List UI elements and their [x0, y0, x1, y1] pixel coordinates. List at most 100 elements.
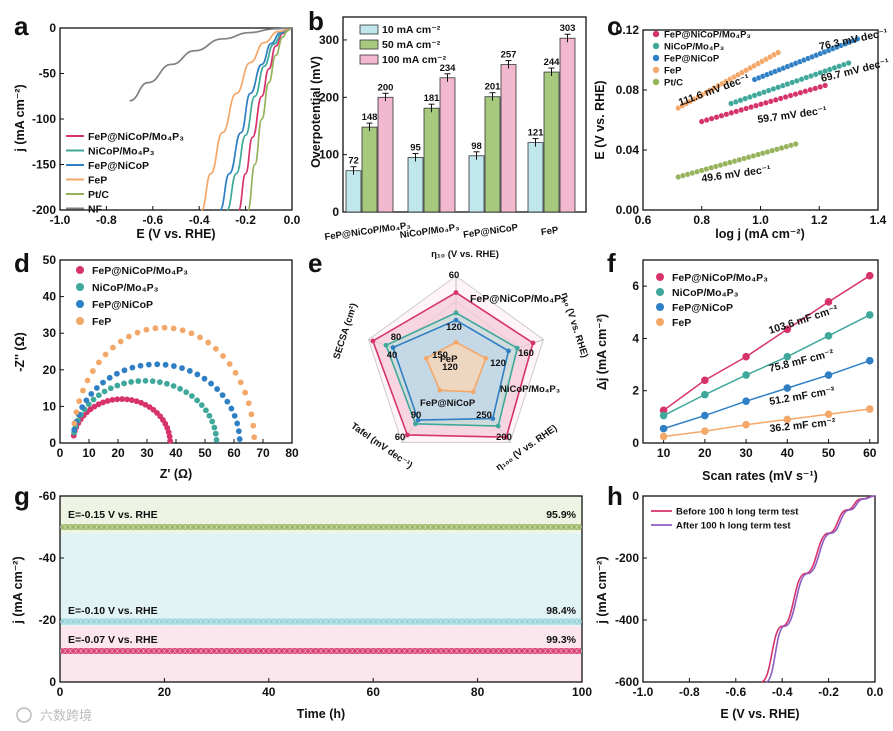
trace-marker — [467, 618, 473, 625]
plot-frame — [59, 495, 583, 683]
data-point — [126, 333, 132, 340]
trace-marker — [65, 524, 71, 530]
legend-label: NF — [88, 204, 103, 216]
trace-marker — [383, 524, 389, 530]
trace-marker — [174, 618, 181, 625]
data-point — [792, 91, 799, 98]
cdl-label: 36.2 mF cm⁻² — [769, 416, 837, 435]
data-point — [783, 325, 792, 334]
data-point — [812, 85, 819, 92]
fit-line — [663, 359, 871, 430]
data-point — [93, 385, 100, 391]
data-point — [251, 434, 258, 441]
trace-marker — [300, 648, 306, 654]
trace-marker — [367, 524, 374, 530]
data-point — [186, 368, 193, 374]
bar-value-label: 95 — [410, 143, 421, 154]
data-point — [165, 429, 172, 435]
x-tick-label: 50 — [198, 446, 212, 460]
data-point — [198, 402, 205, 409]
data-point — [188, 330, 195, 337]
radar-ring-label: 250 — [476, 410, 492, 421]
trace-marker — [180, 524, 186, 530]
fit-line — [663, 314, 871, 417]
data-point — [84, 377, 91, 384]
trace-marker — [180, 618, 186, 625]
trace-marker — [174, 524, 181, 530]
x-tick-label: -1.0 — [633, 685, 654, 699]
data-point — [782, 94, 789, 101]
trace-marker — [112, 524, 118, 530]
data-point — [102, 351, 109, 358]
panel-c: c 0.6 0.8 1.0 1.2 1.4 0.00 0.04 0.08 0.12 59.7 mV … — [593, 11, 891, 241]
y-axis-label: Δj (mA cm⁻²) — [595, 314, 609, 390]
bar-value-label: 98 — [471, 141, 482, 152]
y-tick-label: 20 — [43, 363, 57, 377]
trace-marker — [253, 524, 259, 530]
tafel-slope-label: 59.7 mV dec⁻¹ — [757, 104, 828, 126]
trace-marker — [331, 648, 337, 654]
data-point — [128, 379, 135, 385]
data-point — [95, 392, 102, 399]
trace-marker — [352, 648, 358, 654]
polarization-curve — [247, 27, 293, 211]
trace-marker — [190, 618, 196, 625]
trace-marker — [430, 648, 436, 654]
data-point — [206, 412, 213, 419]
trace-marker — [279, 618, 285, 625]
trace-marker — [529, 524, 536, 530]
x-axis-label: η₁₀ (V vs. RHE) — [431, 249, 499, 260]
data-point — [797, 89, 804, 96]
legend-marker — [76, 266, 84, 274]
data-point — [792, 140, 799, 147]
trace-marker — [514, 648, 520, 654]
trace-marker — [211, 648, 217, 654]
trace-marker — [399, 618, 405, 625]
trace-marker — [576, 524, 583, 530]
trace-marker — [493, 648, 499, 654]
legend-label: FeP@NiCoP — [672, 302, 733, 314]
legend-marker — [652, 66, 660, 74]
trace-marker — [96, 618, 102, 625]
trace-marker — [185, 524, 191, 530]
trace-marker — [164, 648, 170, 654]
trace-marker — [555, 524, 562, 530]
trace-marker — [169, 524, 175, 530]
trace-marker — [106, 618, 113, 625]
data-point — [179, 327, 186, 334]
data-point — [713, 114, 720, 121]
radar-point — [390, 345, 396, 350]
data-point — [234, 420, 241, 427]
trace-marker — [383, 648, 389, 654]
trace-marker — [331, 524, 337, 530]
bar-value-label: 121 — [528, 128, 545, 139]
bar-value-label: 200 — [378, 82, 394, 93]
trace-marker — [263, 618, 269, 625]
data-point — [211, 424, 218, 431]
x-axis-label: E (V vs. RHE) — [136, 227, 215, 241]
cdl-label: 51.2 mF cm⁻² — [768, 385, 836, 408]
data-point — [235, 428, 242, 435]
trace-marker — [143, 618, 149, 625]
trace-marker — [503, 524, 509, 530]
x-tick-label: -0.6 — [725, 685, 746, 699]
data-point — [79, 404, 86, 411]
trace-marker — [409, 524, 416, 530]
data-point — [124, 396, 130, 403]
panel-letter: g — [14, 481, 30, 511]
trace-marker — [258, 648, 264, 654]
radar-point — [483, 355, 489, 361]
trace-marker — [127, 648, 134, 654]
x-tick-label: -1.0 — [50, 213, 71, 227]
radar-ring-label: 150 — [432, 350, 448, 361]
trace-marker — [378, 618, 384, 625]
trace-marker — [420, 524, 426, 530]
trace-marker — [482, 524, 489, 530]
data-point — [659, 411, 668, 420]
trace-marker — [315, 524, 322, 530]
data-point — [121, 367, 128, 374]
trace-marker — [378, 524, 384, 530]
data-point — [753, 102, 760, 109]
y-tick-label: 0.12 — [616, 23, 640, 37]
